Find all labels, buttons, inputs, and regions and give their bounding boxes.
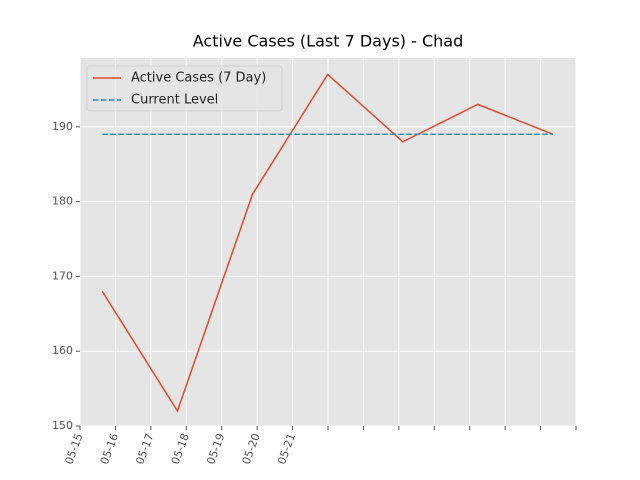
x-tick-label: 05-20 — [240, 432, 263, 466]
x-tick-label: 05-17 — [133, 432, 156, 466]
series-line — [101, 73, 554, 413]
x-tick-label: 05-16 — [98, 432, 121, 466]
x-tick-label: 05-21 — [275, 432, 298, 466]
legend-label: Active Cases (7 Day) — [131, 71, 266, 86]
legend-label: Current Level — [131, 93, 218, 108]
y-tick-label: 170 — [52, 269, 73, 282]
y-tick-label: 160 — [52, 344, 73, 357]
x-tick-label: 05-19 — [204, 432, 227, 466]
x-tick-label: 05-18 — [169, 432, 192, 466]
y-tick-label: 180 — [52, 195, 73, 208]
y-tick-label: 190 — [52, 120, 73, 133]
legend-box — [86, 65, 283, 112]
chart-title: Active Cases (Last 7 Days) - Chad — [193, 32, 463, 51]
y-tick-label: 150 — [52, 419, 73, 432]
x-tick-label: 05-15 — [62, 432, 85, 466]
